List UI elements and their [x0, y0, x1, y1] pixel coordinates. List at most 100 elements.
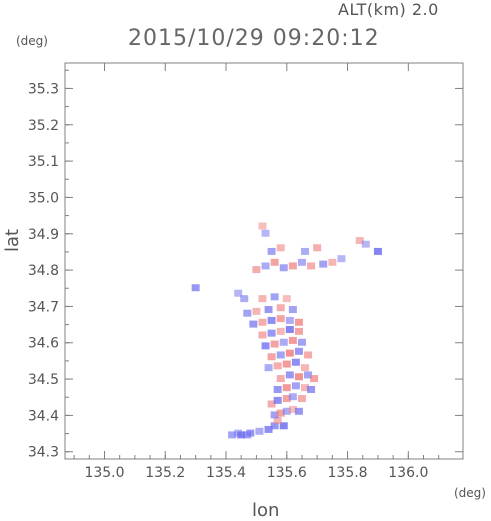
data-cell: [328, 258, 337, 266]
data-cell: [313, 244, 322, 252]
data-cell: [319, 260, 328, 268]
data-cell: [361, 240, 370, 248]
data-cell: [234, 289, 243, 297]
cells-layer: [191, 222, 382, 439]
y-tick-label: 35.0: [28, 190, 59, 206]
x-tick-label: 135.2: [145, 465, 185, 481]
data-cell: [267, 316, 276, 324]
x-tick-label: 135.8: [328, 465, 368, 481]
data-cell: [294, 347, 303, 355]
data-cell: [291, 382, 300, 390]
x-tick-label: 135.4: [206, 465, 246, 481]
x-tick-label: 135.6: [267, 465, 307, 481]
data-cell: [294, 373, 303, 381]
data-cell: [276, 375, 285, 383]
data-cell: [279, 422, 288, 430]
data-cell: [282, 407, 291, 415]
data-cell: [267, 400, 276, 408]
data-cell: [294, 327, 303, 335]
data-cell: [276, 244, 285, 252]
data-cell: [267, 353, 276, 361]
data-cell: [297, 338, 306, 346]
ticks-layer: 135.0 135.2 135.4 135.6 135.8 136.0 34.3 34.4 34…: [28, 63, 463, 481]
data-cell: [261, 229, 270, 237]
data-cell: [297, 258, 306, 266]
data-cell: [294, 407, 303, 415]
data-cell: [273, 362, 282, 370]
data-cell: [310, 375, 319, 383]
data-cell: [288, 393, 297, 401]
data-cell: [270, 422, 279, 430]
data-cell: [307, 385, 316, 393]
data-cell: [234, 429, 243, 437]
data-cell: [291, 358, 300, 366]
data-cell: [273, 416, 282, 424]
data-cell: [288, 405, 297, 413]
data-cell: [258, 222, 267, 230]
data-cell: [240, 295, 249, 303]
data-cell: [304, 351, 313, 359]
data-cell: [337, 255, 346, 263]
data-cell: [285, 326, 294, 334]
y-tick-label: 34.6: [28, 336, 59, 352]
data-cell: [228, 431, 237, 439]
data-cell: [294, 318, 303, 326]
x-axis-unit: (deg): [454, 486, 486, 500]
data-cell: [304, 371, 313, 379]
altitude-label: ALT(km) 2.0: [338, 0, 439, 19]
data-cell: [191, 284, 200, 292]
data-cell: [288, 306, 297, 314]
data-cell: [270, 293, 279, 301]
data-cell: [276, 327, 285, 335]
data-cell: [276, 351, 285, 359]
x-tick-label: 135.0: [84, 465, 124, 481]
y-tick-label: 35.2: [28, 118, 59, 134]
data-cell: [288, 262, 297, 270]
data-cell: [297, 395, 306, 403]
y-tick-label: 34.3: [28, 445, 59, 461]
data-cell: [288, 336, 297, 344]
data-cell: [264, 425, 273, 433]
data-cell: [267, 247, 276, 255]
data-cell: [301, 364, 310, 372]
data-cell: [249, 320, 258, 328]
data-cell: [258, 295, 267, 303]
y-tick-label: 35.3: [28, 81, 59, 97]
y-tick-label: 34.9: [28, 227, 59, 243]
data-cell: [243, 309, 252, 317]
data-cell: [258, 331, 267, 339]
data-cell: [270, 258, 279, 266]
data-cell: [258, 318, 267, 326]
data-cell: [279, 338, 288, 346]
x-tick-label: 136.0: [388, 465, 428, 481]
data-cell: [276, 304, 285, 312]
data-cell: [276, 315, 285, 323]
data-cell: [273, 396, 282, 404]
data-cell: [373, 247, 382, 255]
chart-title: 2015/10/29 09:20:12: [128, 26, 380, 51]
data-cell: [261, 262, 270, 270]
data-cell: [261, 342, 270, 350]
data-cell: [282, 360, 291, 368]
y-tick-label: 34.4: [28, 408, 59, 424]
data-cell: [264, 306, 273, 314]
data-cell: [285, 371, 294, 379]
y-axis-unit: (deg): [16, 34, 48, 48]
data-cell: [282, 395, 291, 403]
data-cell: [301, 384, 310, 392]
data-cell: [255, 427, 264, 435]
data-cell: [279, 264, 288, 272]
data-cell: [276, 409, 285, 417]
data-cell: [273, 385, 282, 393]
data-cell: [252, 307, 261, 315]
data-cell: [282, 384, 291, 392]
data-cell: [355, 237, 364, 245]
y-tick-label: 34.5: [28, 372, 59, 388]
data-cell: [301, 247, 310, 255]
y-tick-label: 35.1: [28, 154, 59, 170]
x-axis-label: lon: [252, 500, 280, 521]
data-cell: [270, 340, 279, 348]
data-cell: [285, 316, 294, 324]
data-cell: [252, 266, 261, 274]
